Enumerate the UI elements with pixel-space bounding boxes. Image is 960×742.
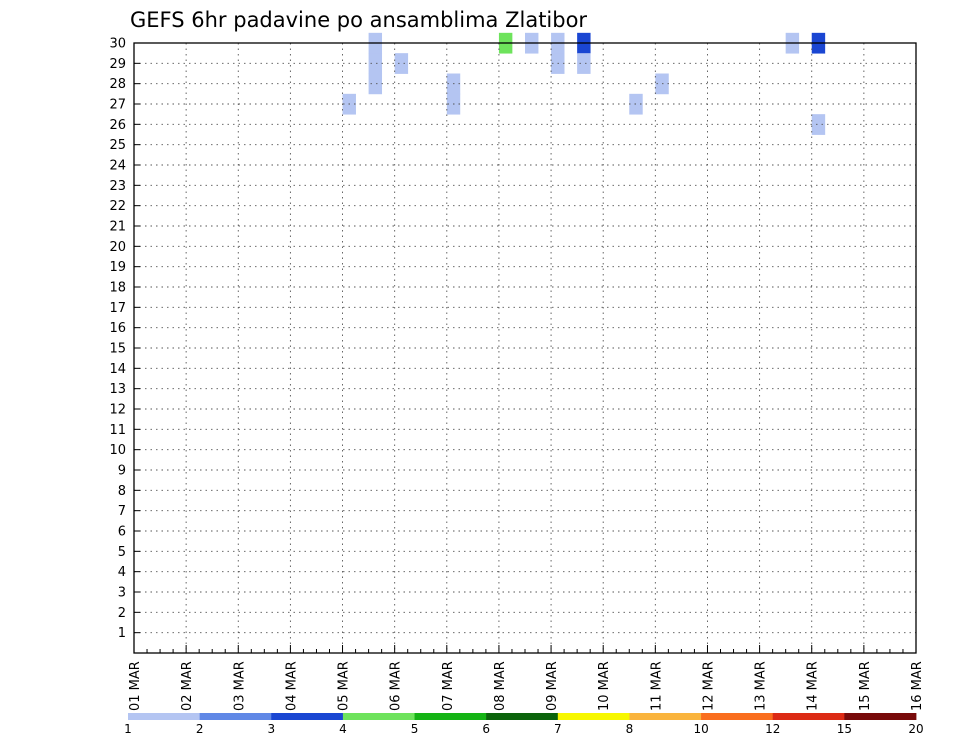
y-tick-label: 25 [109,138,126,153]
colorbar-swatch [701,713,774,720]
x-tick-label: 06 MAR [389,661,404,711]
colorbar-swatch [342,713,415,720]
y-tick-label: 10 [109,443,126,458]
colorbar-swatch [271,713,344,720]
y-tick-label: 20 [109,240,126,255]
colorbar-tick-label: 20 [908,722,923,736]
y-tick-label: 6 [118,525,126,540]
y-tick-label: 5 [118,545,126,560]
x-tick-label: 12 MAR [701,661,716,711]
x-tick-label: 13 MAR [754,661,769,711]
colorbar-swatch [557,713,630,720]
colorbar-swatch [414,713,487,720]
colorbar-tick-label: 7 [554,722,562,736]
y-tick-label: 24 [109,159,126,174]
colorbar-tick-label: 8 [626,722,634,736]
y-tick-label: 18 [109,281,126,296]
y-tick-label: 22 [109,199,126,214]
colorbar-tick-label: 5 [411,722,419,736]
grid-lines [134,42,916,653]
x-tick-label: 09 MAR [545,661,560,711]
x-tick-label: 05 MAR [337,661,352,711]
colorbar-tick-label: 4 [339,722,347,736]
y-tick-label: 4 [118,565,126,580]
y-tick-label: 7 [118,504,126,519]
x-tick-label: 16 MAR [910,661,925,711]
x-tick-label: 15 MAR [858,661,873,711]
y-tick-label: 9 [118,464,126,479]
colorbar-swatch [772,713,845,720]
y-tick-label: 13 [109,382,126,397]
heatmap-cell [368,53,383,74]
y-tick-label: 26 [109,118,126,133]
colorbar-tick-label: 6 [482,722,490,736]
y-tick-label: 29 [109,57,126,72]
y-tick-label: 17 [109,301,126,316]
colorbar-tick-label: 3 [267,722,275,736]
y-tick-label: 28 [109,77,126,92]
heatmap-cell [577,53,591,74]
x-axis: 01 MAR 02 MAR 03 MAR 04 MAR 05 MAR 06 MAR 07 M… [128,645,925,711]
y-tick-label: 23 [109,179,126,194]
colorbar-tick-label: 12 [765,722,780,736]
y-tick-label: 27 [109,98,126,113]
heatmap-cell [394,53,409,74]
y-tick-label: 8 [118,484,126,499]
y-tick-label: 15 [109,342,126,357]
y-tick-label: 11 [109,423,126,438]
y-tick-label: 2 [118,606,126,621]
chart-title: GEFS 6hr padavine po ansamblima Zlatibor [130,8,587,32]
colorbar-tick-label: 15 [837,722,852,736]
colorbar-swatch [629,713,702,720]
y-tick-label: 21 [109,220,126,235]
y-tick-label: 1 [118,626,126,641]
colorbar-swatch [199,713,272,720]
x-tick-label: 07 MAR [441,661,456,711]
x-tick-label: 10 MAR [597,661,612,711]
y-tick-label: 12 [109,403,126,418]
y-tick-label: 3 [118,586,126,601]
colorbar-tick-label: 2 [196,722,204,736]
y-axis: 1234567891011121314151617181920212223242… [109,37,140,641]
colorbar-swatch [128,713,201,720]
x-tick-label: 02 MAR [180,661,195,711]
y-tick-label: 16 [109,321,126,336]
colorbar: 1 2 3 4 5 6 7 8 10 12 15 20 [124,713,924,736]
y-tick-label: 19 [109,260,126,275]
y-tick-label: 30 [109,37,126,52]
x-tick-label: 14 MAR [806,661,821,711]
colorbar-tick-label: 10 [693,722,708,736]
x-tick-label: 04 MAR [284,661,299,711]
colorbar-swatch [486,713,559,720]
colorbar-swatch [844,713,917,720]
heatmap-cell [811,114,826,135]
x-tick-label: 08 MAR [493,661,508,711]
x-tick-label: 01 MAR [128,661,143,711]
x-tick-label: 03 MAR [232,661,247,711]
y-tick-label: 14 [109,362,126,377]
heatmap-cell [368,73,383,95]
colorbar-tick-label: 1 [124,722,132,736]
x-tick-label: 11 MAR [649,661,664,711]
